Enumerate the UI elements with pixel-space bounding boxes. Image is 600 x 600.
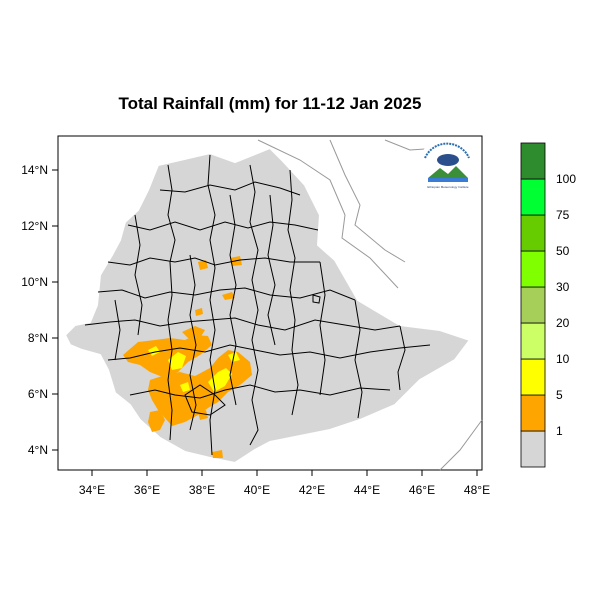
legend-swatch — [520, 214, 546, 252]
x-tick-label: 46°E — [409, 483, 435, 497]
institute-logo: Ethiopian Meteorology Institute — [418, 137, 476, 195]
legend-colorbar — [520, 142, 546, 468]
legend-label: 5 — [556, 388, 563, 402]
x-tick-label: 40°E — [244, 483, 270, 497]
legend-label: 30 — [556, 280, 570, 294]
legend-swatch — [520, 430, 546, 468]
x-tick-label: 42°E — [299, 483, 325, 497]
y-tick-label: 14°N — [21, 163, 48, 177]
legend-swatch — [520, 358, 546, 396]
logo-arc-text — [424, 142, 470, 159]
legend-swatch — [520, 286, 546, 324]
admin-boundaries — [84, 154, 431, 456]
legend-swatch — [520, 394, 546, 432]
legend-swatch — [520, 178, 546, 216]
x-tick-label: 34°E — [79, 483, 105, 497]
legend-swatch — [520, 322, 546, 360]
y-tick-label: 8°N — [28, 331, 48, 345]
legend-swatch — [520, 142, 546, 180]
map-title: Total Rainfall (mm) for 11-12 Jan 2025 — [118, 94, 422, 113]
legend-labels: 1 5 10 20 30 50 75 100 — [556, 172, 576, 438]
x-tick-label: 48°E — [464, 483, 490, 497]
y-tick-label: 6°N — [28, 387, 48, 401]
legend-label: 1 — [556, 424, 563, 438]
x-tick-labels: 34°E 36°E 38°E 40°E 42°E 44°E 46°E 48°E — [79, 483, 490, 497]
x-tick-label: 38°E — [189, 483, 215, 497]
x-tick-label: 36°E — [134, 483, 160, 497]
legend-swatch — [520, 250, 546, 288]
y-tick-label: 4°N — [28, 443, 48, 457]
x-axis — [91, 470, 478, 476]
x-tick-label: 44°E — [354, 483, 380, 497]
logo-mountain-icon — [428, 166, 468, 178]
legend-label: 20 — [556, 316, 570, 330]
y-axis — [52, 169, 58, 451]
legend-label: 50 — [556, 244, 570, 258]
y-tick-labels: 14°N 12°N 10°N 8°N 6°N 4°N — [21, 163, 48, 457]
legend-label: 10 — [556, 352, 570, 366]
y-tick-label: 12°N — [21, 219, 48, 233]
logo-cloud-icon — [437, 154, 459, 166]
legend-label: 100 — [556, 172, 576, 186]
legend-label: 75 — [556, 208, 570, 222]
y-tick-label: 10°N — [21, 275, 48, 289]
logo-caption: Ethiopian Meteorology Institute — [427, 185, 469, 189]
logo-water — [428, 178, 468, 182]
